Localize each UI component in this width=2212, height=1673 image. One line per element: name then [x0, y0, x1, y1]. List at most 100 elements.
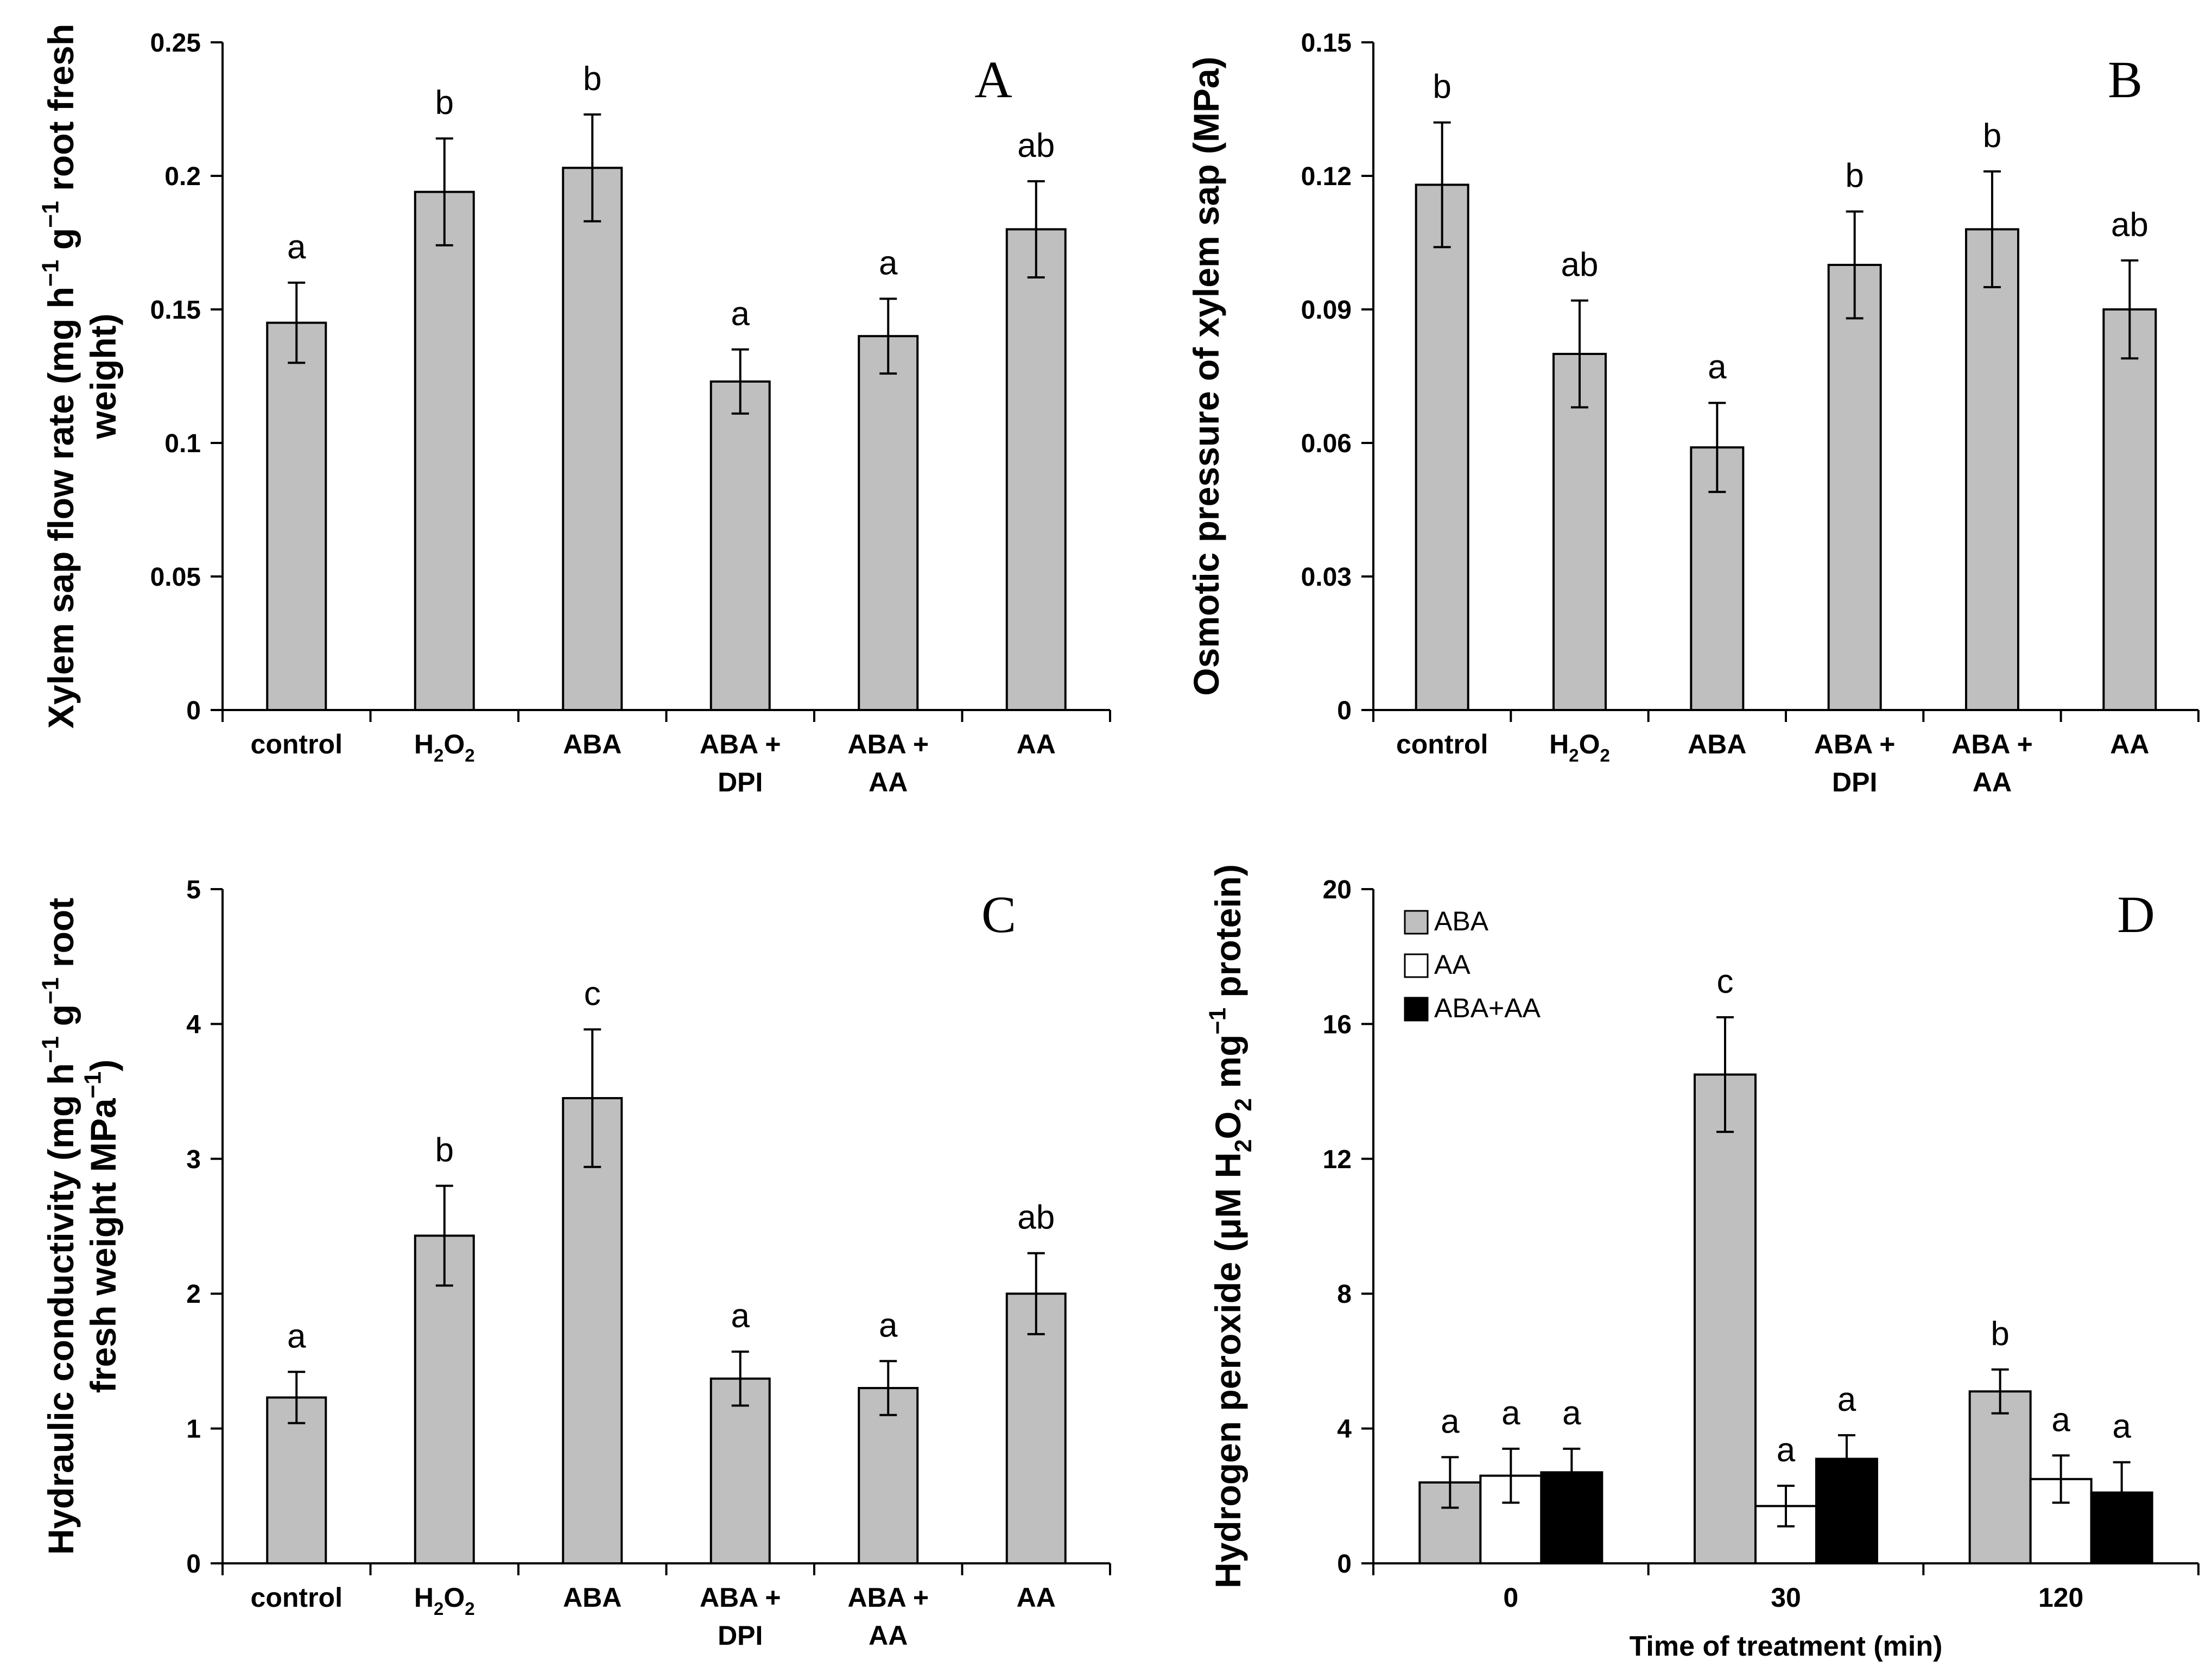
- y-tick-label: 20: [1323, 876, 1352, 904]
- text-span: 3: [186, 1145, 201, 1174]
- bar: [1694, 1073, 1757, 1565]
- significance-label: a: [1441, 1403, 1460, 1440]
- text-span: 4: [186, 1010, 201, 1039]
- significance-label: b: [1991, 1315, 2009, 1353]
- text-span: 0.15: [150, 296, 201, 325]
- bar: [414, 191, 475, 711]
- text-span: 5: [186, 876, 201, 904]
- text-span: Hydraulic conductivity (mg h: [41, 1063, 81, 1555]
- text-span: a: [1501, 1395, 1520, 1432]
- y-tick-label: 2: [186, 1280, 201, 1309]
- bar: [858, 335, 919, 711]
- x-tick-label: control: [251, 1582, 343, 1613]
- text-span: O: [443, 1582, 465, 1613]
- x-tick-label: AA: [869, 1620, 908, 1651]
- text-span: A: [974, 50, 1012, 109]
- text-span: 2: [1600, 745, 1610, 765]
- x-tick-label: DPI: [1832, 767, 1877, 797]
- panel-label: C: [981, 885, 1016, 943]
- text-span: a: [1708, 348, 1727, 386]
- text-span: ABA +: [847, 729, 929, 759]
- text-span: AA: [869, 767, 908, 797]
- text-span: ABA +: [1951, 729, 2033, 759]
- bar: [266, 321, 327, 711]
- legend-swatch: [1404, 997, 1429, 1022]
- x-tick-label: control: [1396, 729, 1488, 759]
- significance-label: b: [583, 60, 601, 98]
- legend-label: ABA+AA: [1434, 993, 1541, 1023]
- text-span: a: [1562, 1395, 1581, 1432]
- panel-label: A: [974, 50, 1012, 109]
- x-tick-label: 30: [1771, 1582, 1801, 1613]
- significance-label: a: [731, 1297, 750, 1335]
- significance-label: ab: [1017, 1199, 1055, 1237]
- text-span: ): [83, 1060, 123, 1072]
- text-span: AA: [1017, 729, 1056, 759]
- text-span: 0.05: [150, 563, 201, 592]
- text-span: 16: [1323, 1010, 1352, 1039]
- text-span: control: [1396, 729, 1488, 759]
- text-span: 0.06: [1301, 429, 1352, 458]
- y-axis-label: Xylem sap flow rate (mg h−1 g−1 root fre…: [37, 24, 81, 729]
- y-tick-label: 16: [1323, 1010, 1352, 1039]
- x-tick-label: AA: [1017, 729, 1056, 759]
- x-tick-label: AA: [869, 767, 908, 797]
- text-span: a: [731, 295, 750, 333]
- significance-label: a: [1708, 348, 1727, 386]
- text-span: −1: [80, 1072, 106, 1099]
- text-span: 30: [1771, 1582, 1801, 1613]
- significance-label: a: [2112, 1408, 2131, 1446]
- text-span: AA: [1973, 767, 2012, 797]
- significance-label: a: [287, 1317, 306, 1355]
- panel-label: D: [2117, 885, 2154, 943]
- text-span: root fresh: [41, 24, 81, 201]
- y-tick-label: 12: [1323, 1145, 1352, 1174]
- bar: [1968, 1390, 2032, 1565]
- text-span: C: [981, 885, 1016, 943]
- significance-label: b: [1845, 157, 1864, 195]
- text-span: 0: [1337, 1550, 1352, 1579]
- significance-label: ab: [1561, 246, 1599, 284]
- text-span: −1: [37, 977, 64, 1004]
- text-span: 0: [186, 1550, 201, 1579]
- text-span: fresh weight MPa: [83, 1098, 123, 1393]
- text-span: H: [414, 729, 434, 759]
- text-span: 0.09: [1301, 296, 1352, 325]
- text-span: 2: [1569, 745, 1579, 765]
- significance-label: a: [879, 1307, 898, 1344]
- significance-label: b: [435, 1131, 454, 1169]
- bar: [1965, 228, 2019, 711]
- x-tick-label: ABA: [1688, 729, 1746, 759]
- x-tick-label: ABA: [563, 729, 622, 759]
- text-span: 0.03: [1301, 563, 1352, 592]
- legend-swatch: [1404, 910, 1429, 935]
- text-span: a: [879, 244, 898, 282]
- text-span: 120: [2038, 1582, 2083, 1613]
- bar: [1552, 353, 1607, 711]
- text-span: AA: [2110, 729, 2149, 759]
- x-tick-label: control: [251, 729, 343, 759]
- text-span: DPI: [1832, 767, 1877, 797]
- x-tick-label: DPI: [718, 1620, 763, 1651]
- significance-label: a: [879, 244, 898, 282]
- x-tick-label: H2O2: [414, 1582, 475, 1619]
- text-span: DPI: [718, 1620, 763, 1651]
- y-tick-label: 0.03: [1301, 563, 1352, 592]
- y-tick-label: 0: [186, 1550, 201, 1579]
- y-axis-label: Osmotic pressure of xylem sap (MPa): [1186, 56, 1226, 695]
- legend-swatch: [1404, 953, 1429, 978]
- text-span: 2: [465, 745, 474, 765]
- text-span: a: [879, 1307, 898, 1344]
- y-tick-label: 0.12: [1301, 162, 1352, 191]
- bar: [414, 1234, 475, 1564]
- y-axis-label: Hydrogen peroxide (μM H2O2 mg−1 protein): [1205, 864, 1257, 1588]
- text-span: 2: [465, 1599, 474, 1619]
- y-tick-label: 1: [186, 1415, 201, 1444]
- y-tick-label: 4: [1337, 1415, 1352, 1444]
- text-span: a: [287, 1317, 306, 1355]
- text-span: ABA: [1434, 906, 1489, 936]
- bar: [1415, 183, 1469, 711]
- x-tick-label: AA: [1973, 767, 2012, 797]
- text-span: b: [1433, 68, 1451, 106]
